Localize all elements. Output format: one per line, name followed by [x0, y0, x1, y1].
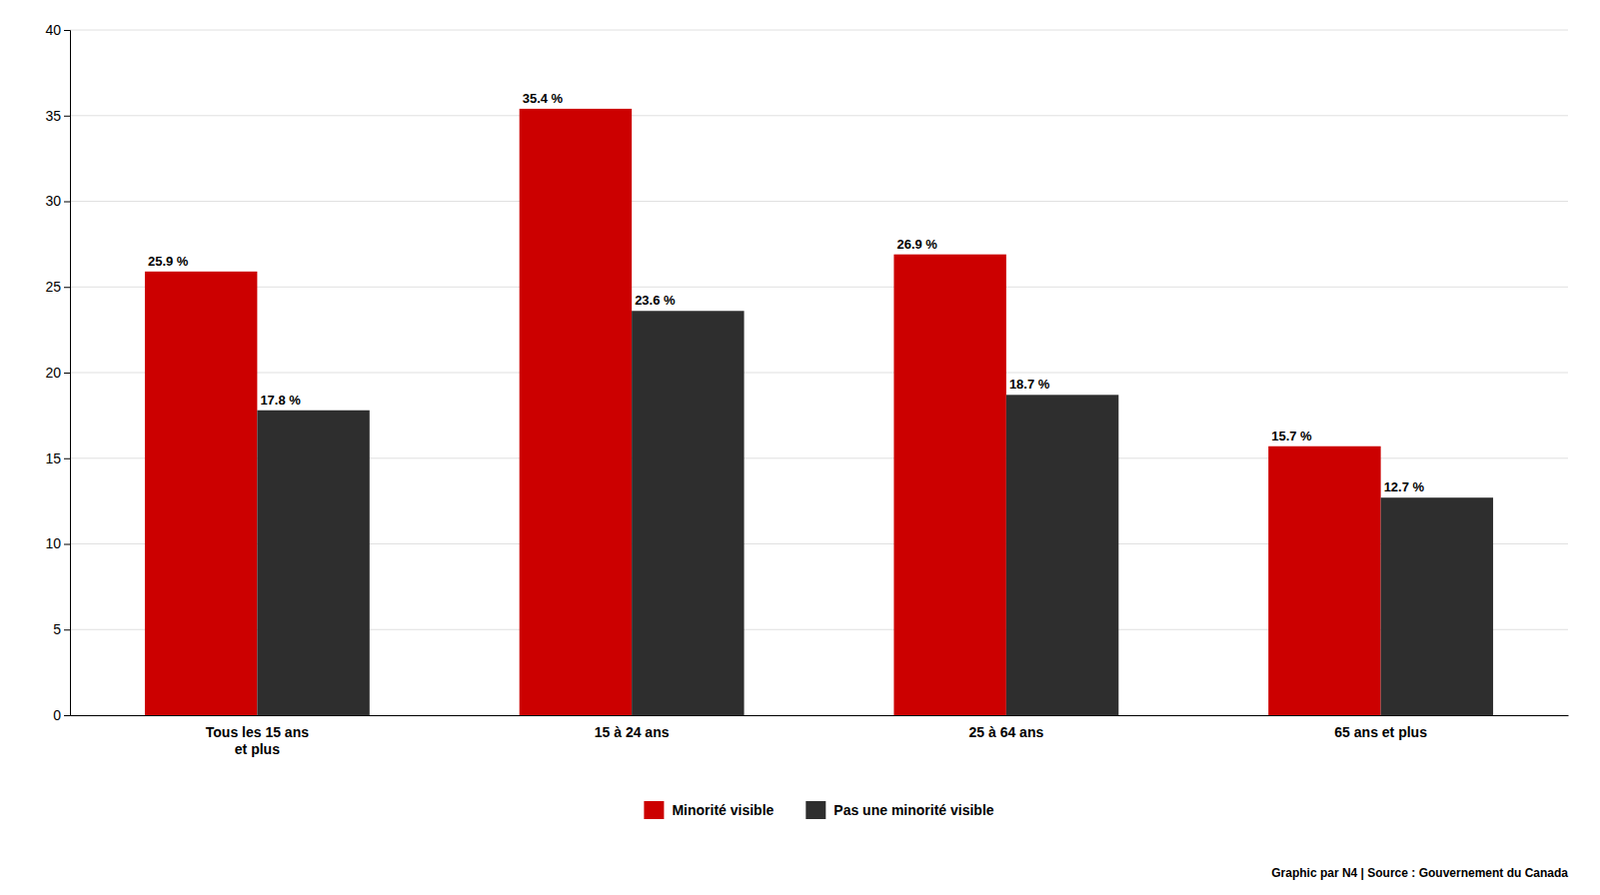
- legend-item: Pas une minorité visible: [805, 801, 994, 820]
- grid-line: [69, 114, 1569, 116]
- y-tick-label: 0: [52, 707, 61, 724]
- x-tick-label: Tous les 15 anset plus: [205, 724, 309, 758]
- x-tick-label-line: et plus: [234, 741, 280, 758]
- data-label: 26.9 %: [896, 236, 938, 252]
- bar: [631, 310, 744, 716]
- y-tick: 40: [44, 21, 70, 38]
- x-tick-label-line: 25 à 64 ans: [969, 724, 1045, 741]
- y-tick-mark: [63, 29, 70, 31]
- data-label: 15.7 %: [1271, 428, 1313, 444]
- grid-line: [69, 286, 1569, 288]
- x-tick: 25 à 64 ans: [969, 724, 1045, 741]
- x-tick-label: 15 à 24 ans: [594, 724, 670, 741]
- y-tick-label: 15: [44, 450, 61, 467]
- bar-series: [144, 108, 1382, 716]
- x-tick-label: 65 ans et plus: [1334, 724, 1428, 741]
- bar-series: [256, 310, 1494, 716]
- bar: [893, 254, 1006, 716]
- bars: [144, 108, 1494, 716]
- y-tick-label: 20: [44, 364, 61, 381]
- y-axis-line: [63, 30, 71, 717]
- x-axis-line: [70, 715, 1570, 717]
- y-tick: 20: [44, 364, 70, 381]
- y-tick: 10: [44, 535, 70, 552]
- data-label: 18.7 %: [1009, 376, 1051, 392]
- grid-line: [69, 372, 1569, 374]
- data-labels: 25.9 % 35.4 % 26.9 % 15.7 % 17.8 % 23.6 % 18.7…: [147, 90, 1426, 495]
- legend-label: Minorité visible: [671, 802, 774, 819]
- y-tick: 5: [52, 621, 70, 638]
- data-label: 25.9 %: [147, 253, 189, 269]
- y-tick: 25: [44, 278, 70, 295]
- y-tick-label: 25: [44, 278, 61, 295]
- x-tick: 15 à 24 ans: [594, 724, 670, 741]
- chart: 0 5 10 15 20 25 30 35 40 Tous les 15 anset plus 15…: [0, 0, 1600, 895]
- x-tick-label-line: Tous les 15 ans: [205, 724, 309, 741]
- y-tick: 15: [44, 450, 70, 467]
- data-label: 35.4 %: [522, 90, 564, 106]
- y-axis: 0 5 10 15 20 25 30 35 40: [44, 21, 70, 724]
- y-tick: 0: [52, 707, 70, 724]
- grid-line: [69, 200, 1569, 202]
- x-axis: Tous les 15 anset plus 15 à 24 ans 25 à 64…: [70, 716, 1570, 758]
- bar: [519, 108, 632, 716]
- data-label: 23.6 %: [634, 292, 676, 308]
- y-tick: 30: [44, 192, 70, 209]
- y-tick-mark: [63, 286, 70, 288]
- bar: [1381, 497, 1494, 716]
- y-tick: 35: [44, 107, 70, 124]
- legend-label: Pas une minorité visible: [833, 802, 994, 819]
- x-tick-label-line: 65 ans et plus: [1334, 724, 1428, 741]
- y-tick-label: 5: [52, 621, 61, 638]
- legend: Minorité visible Pas une minorité visible: [643, 801, 994, 820]
- legend-item: Minorité visible: [643, 801, 774, 820]
- y-tick-mark: [63, 201, 70, 203]
- legend-swatch: [805, 801, 826, 820]
- data-label: 17.8 %: [259, 392, 301, 408]
- grid-line: [69, 29, 1569, 31]
- y-tick-mark: [63, 458, 70, 460]
- bar: [144, 271, 257, 716]
- x-tick-label-line: 15 à 24 ans: [594, 724, 670, 741]
- y-tick-label: 30: [44, 192, 61, 209]
- annotations: Graphic par N4 | Source : Gouvernement d…: [1271, 866, 1569, 881]
- grid: [69, 29, 1569, 716]
- y-tick-mark: [63, 629, 70, 631]
- footer-note: Graphic par N4 | Source : Gouvernement d…: [1271, 866, 1569, 881]
- legend-swatch: [643, 801, 664, 820]
- y-tick-mark: [63, 372, 70, 374]
- data-label: 12.7 %: [1384, 479, 1426, 495]
- x-tick-label: 25 à 64 ans: [969, 724, 1045, 741]
- y-tick-mark: [63, 115, 70, 117]
- x-tick: 65 ans et plus: [1334, 724, 1428, 741]
- bar: [256, 410, 369, 716]
- bar: [1268, 446, 1381, 716]
- y-tick-label: 35: [44, 107, 61, 124]
- y-tick-label: 40: [44, 21, 61, 38]
- bar: [1006, 394, 1119, 716]
- y-tick-label: 10: [44, 535, 61, 552]
- x-tick: Tous les 15 anset plus: [205, 724, 309, 758]
- y-tick-mark: [63, 715, 70, 717]
- y-tick-mark: [63, 544, 70, 546]
